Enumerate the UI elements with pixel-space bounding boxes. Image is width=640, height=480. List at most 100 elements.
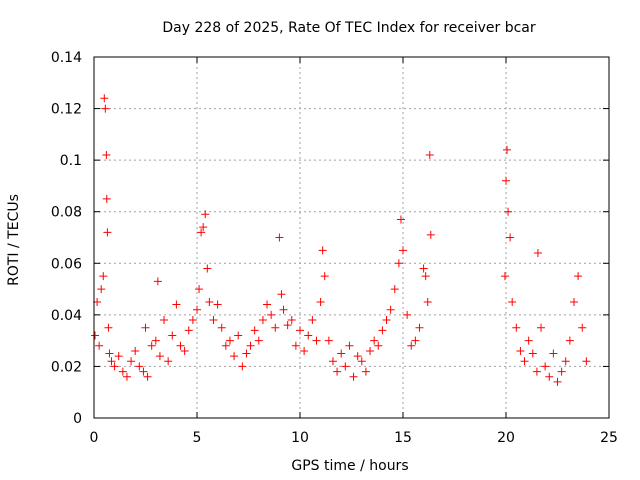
data-point [524,336,533,345]
data-point [283,321,292,330]
data-point [403,310,412,319]
data-point [304,331,313,340]
data-point [275,233,284,242]
data-point [569,297,578,306]
data-point [582,357,591,366]
y-tick-label: 0.06 [51,256,82,272]
data-point [184,326,193,335]
y-tick-labels: 0 0.02 0.04 0.06 0.08 0.1 0.12 0.14 [51,50,82,427]
data-point [153,277,162,286]
y-axis-label: ROTI / TECUs [6,194,22,286]
data-point [353,352,362,361]
data-point [345,341,354,350]
data-point [349,372,358,381]
data-point [508,297,517,306]
data-point [578,323,587,332]
data-point [105,349,114,358]
y-tick-label: 0 [73,411,82,427]
data-point [296,326,304,335]
data-point [151,336,160,345]
data-point [506,233,515,242]
data-point [238,362,247,371]
data-point [333,367,342,376]
data-point [193,305,201,314]
data-point [203,264,212,273]
data-point [425,150,434,159]
data-point [217,323,226,332]
y-tick-label: 0.04 [51,308,82,324]
data-point [533,248,542,257]
data-point [147,341,156,350]
data-point [574,272,583,281]
data-point [361,367,370,376]
axis-ticks [93,56,610,419]
data-point [532,367,541,376]
data-point [104,323,113,332]
data-point [164,357,173,366]
y-tick-label: 0.12 [51,102,82,118]
data-point [337,349,346,358]
data-point [155,352,164,361]
data-point [374,341,383,350]
data-point [396,215,405,224]
data-point [263,300,272,309]
data-point [234,331,243,340]
data-point [503,145,512,154]
data-point [168,331,177,340]
data-point [500,272,509,281]
y-tick-label: 0.1 [60,153,82,169]
grid [94,57,609,418]
data-point [135,362,144,371]
data-point [199,223,208,232]
data-point [341,362,350,371]
chart-title: Day 228 of 2025, Rate Of TEC Index for r… [162,20,536,36]
data-point [176,341,185,350]
data-point [172,300,181,309]
data-point [366,346,375,355]
data-point [197,228,206,237]
data-point [131,346,140,355]
data-point [328,357,337,366]
data-point [267,310,276,319]
data-point [242,349,251,358]
data-point [545,372,554,381]
data-point [127,357,136,366]
data-point [114,352,123,361]
data-point [423,297,432,306]
y-tick-label: 0.08 [51,205,82,221]
data-point [271,323,280,332]
data-point [504,207,513,216]
x-tick-label: 25 [600,430,618,446]
data-point [141,323,150,332]
data-point [561,357,570,366]
data-point [300,346,309,355]
data-point [419,264,428,273]
data-point [143,372,152,381]
data-point [512,323,521,332]
data-point [195,285,204,294]
data-point [386,305,395,314]
data-point [97,285,106,294]
data-point [320,272,329,281]
data-point [407,341,416,350]
data-point [421,272,430,281]
data-point [516,346,525,355]
data-point [254,336,263,345]
data-point [520,357,529,366]
data-point [213,300,222,309]
data-point [118,367,127,376]
data-point [528,349,537,358]
data-point [209,316,218,325]
data-point [382,316,391,325]
data-point [230,352,239,361]
data-point [225,336,234,345]
x-axis-label: GPS time / hours [291,458,408,474]
data-point [99,272,108,281]
data-point [411,336,420,345]
data-point [246,341,255,350]
data-point [103,228,112,237]
data-point [250,326,259,335]
data-point [102,194,111,203]
x-tick-label: 20 [497,430,515,446]
